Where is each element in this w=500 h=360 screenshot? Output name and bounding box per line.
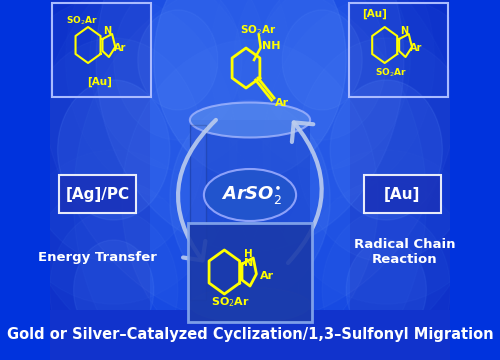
Text: Gold or Silver–Catalyzed Cyclization/1,3–Sulfonyl Migration: Gold or Silver–Catalyzed Cyclization/1,3… [6,327,494,342]
Bar [350,0,450,310]
Text: [Au]: [Au] [384,186,420,202]
Text: [Au]: [Au] [87,77,112,87]
FancyBboxPatch shape [59,175,136,213]
Circle shape [114,0,242,140]
Text: SO$_2$Ar: SO$_2$Ar [240,23,276,37]
FancyBboxPatch shape [364,175,441,213]
Circle shape [170,100,330,300]
Circle shape [74,240,154,340]
Text: SO$_2$Ar: SO$_2$Ar [66,15,98,27]
FancyArrowPatch shape [288,122,322,263]
Text: H: H [244,249,253,259]
Circle shape [96,0,404,252]
Text: Ar: Ar [260,271,274,281]
Circle shape [38,0,462,324]
FancyBboxPatch shape [190,125,206,300]
Text: SO$_2$Ar: SO$_2$Ar [212,295,250,309]
Circle shape [138,10,218,110]
Bar [190,120,310,305]
Ellipse shape [190,288,310,323]
Circle shape [322,210,450,360]
Circle shape [50,210,178,360]
Circle shape [122,40,378,360]
Ellipse shape [204,169,296,221]
Text: N: N [400,26,408,36]
Text: Ar: Ar [275,98,289,108]
Circle shape [58,80,170,220]
Text: N: N [103,26,112,36]
FancyBboxPatch shape [188,223,312,322]
Circle shape [296,38,476,262]
Text: NH: NH [262,41,280,51]
Text: [Ag]/PC: [Ag]/PC [66,186,130,202]
FancyArrowPatch shape [178,120,216,260]
Ellipse shape [190,103,310,138]
Text: [Au]: [Au] [362,9,386,19]
Text: SO$_2$Ar: SO$_2$Ar [375,67,407,79]
Circle shape [258,0,386,140]
Text: Radical Chain
Reaction: Radical Chain Reaction [354,238,456,266]
Text: Ar: Ar [410,43,422,53]
Circle shape [346,240,426,340]
Text: N: N [244,258,253,268]
Circle shape [330,80,442,220]
Text: ArSO$_2^{\bullet}$: ArSO$_2^{\bullet}$ [221,185,282,207]
Bar [50,0,150,310]
Text: Ar: Ar [114,43,126,53]
Circle shape [154,0,346,180]
Circle shape [24,38,204,262]
Text: Energy Transfer: Energy Transfer [38,252,157,265]
Bar [50,310,450,360]
Circle shape [282,10,362,110]
